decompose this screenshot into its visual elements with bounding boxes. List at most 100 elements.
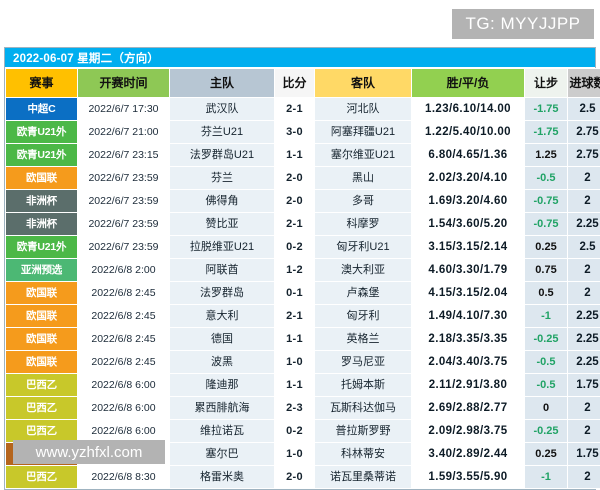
cell-away-team: 诺瓦里桑蒂诺 xyxy=(315,466,412,489)
column-header-goals[interactable]: 进球数 xyxy=(568,69,600,98)
column-header-league[interactable]: 赛事 xyxy=(6,69,78,98)
cell-score: 2-1 xyxy=(275,305,315,328)
cell-handicap: -1.75 xyxy=(525,98,568,121)
cell-total-goals: 2 xyxy=(568,167,600,190)
cell-handicap: 0.25 xyxy=(525,443,568,466)
cell-odds: 1.49/4.10/7.30 xyxy=(412,305,525,328)
cell-handicap: -0.25 xyxy=(525,328,568,351)
cell-score: 0-1 xyxy=(275,282,315,305)
site-watermark: www.yzhfxl.com xyxy=(13,440,165,464)
cell-league: 亚洲预选 xyxy=(6,259,78,282)
column-header-time[interactable]: 开赛时间 xyxy=(78,69,170,98)
cell-kickoff-time: 2022/6/7 23:15 xyxy=(78,144,170,167)
cell-home-team: 德国 xyxy=(170,328,275,351)
cell-league: 非洲杯 xyxy=(6,213,78,236)
cell-away-team: 瓦斯科达伽马 xyxy=(315,397,412,420)
cell-score: 2-0 xyxy=(275,190,315,213)
date-header-bar: 2022-06-07 星期二（方向） xyxy=(5,48,595,68)
cell-total-goals: 2.25 xyxy=(568,328,600,351)
cell-home-team: 芬兰 xyxy=(170,167,275,190)
cell-kickoff-time: 2022/6/8 6:00 xyxy=(78,397,170,420)
cell-total-goals: 2 xyxy=(568,397,600,420)
cell-odds: 3.15/3.15/2.14 xyxy=(412,236,525,259)
column-header-handicap[interactable]: 让步 xyxy=(525,69,568,98)
cell-total-goals: 1.75 xyxy=(568,374,600,397)
cell-handicap: 0.75 xyxy=(525,259,568,282)
cell-away-team: 塞尔维亚U21 xyxy=(315,144,412,167)
cell-total-goals: 2 xyxy=(568,420,600,443)
cell-home-team: 阿联酋 xyxy=(170,259,275,282)
cell-league: 中超C xyxy=(6,98,78,121)
cell-total-goals: 2.75 xyxy=(568,144,600,167)
cell-away-team: 罗马尼亚 xyxy=(315,351,412,374)
cell-odds: 3.40/2.89/2.44 xyxy=(412,443,525,466)
cell-league: 欧青U21外 xyxy=(6,236,78,259)
cell-odds: 2.04/3.40/3.75 xyxy=(412,351,525,374)
cell-odds: 2.09/2.98/3.75 xyxy=(412,420,525,443)
cell-handicap: -0.5 xyxy=(525,374,568,397)
cell-total-goals: 1.75 xyxy=(568,443,600,466)
cell-away-team: 多哥 xyxy=(315,190,412,213)
cell-handicap: -0.5 xyxy=(525,351,568,374)
cell-away-team: 匈牙利U21 xyxy=(315,236,412,259)
cell-league: 巴西乙 xyxy=(6,374,78,397)
cell-league: 欧国联 xyxy=(6,328,78,351)
cell-handicap: 1.25 xyxy=(525,144,568,167)
cell-league: 非洲杯 xyxy=(6,190,78,213)
cell-home-team: 隆迪那 xyxy=(170,374,275,397)
cell-handicap: -0.5 xyxy=(525,167,568,190)
column-header-odds[interactable]: 胜/平/负 xyxy=(412,69,525,98)
cell-away-team: 河北队 xyxy=(315,98,412,121)
cell-score: 1-1 xyxy=(275,144,315,167)
cell-home-team: 法罗群岛 xyxy=(170,282,275,305)
cell-home-team: 法罗群岛U21 xyxy=(170,144,275,167)
cell-score: 2-3 xyxy=(275,397,315,420)
cell-total-goals: 2 xyxy=(568,190,600,213)
cell-home-team: 塞尔巴 xyxy=(170,443,275,466)
cell-home-team: 格雷米奥 xyxy=(170,466,275,489)
cell-score: 1-1 xyxy=(275,374,315,397)
column-header-home[interactable]: 主队 xyxy=(170,69,275,98)
column-header-score[interactable]: 比分 xyxy=(275,69,315,98)
cell-home-team: 维拉诺瓦 xyxy=(170,420,275,443)
cell-score: 3-0 xyxy=(275,121,315,144)
cell-league: 欧青U21外 xyxy=(6,144,78,167)
cell-away-team: 卢森堡 xyxy=(315,282,412,305)
cell-score: 1-0 xyxy=(275,351,315,374)
cell-total-goals: 2.75 xyxy=(568,121,600,144)
cell-score: 1-1 xyxy=(275,328,315,351)
cell-total-goals: 2 xyxy=(568,282,600,305)
cell-score: 2-1 xyxy=(275,213,315,236)
cell-handicap: -1 xyxy=(525,305,568,328)
cell-odds: 2.02/3.20/4.10 xyxy=(412,167,525,190)
cell-kickoff-time: 2022/6/7 23:59 xyxy=(78,236,170,259)
cell-kickoff-time: 2022/6/8 2:45 xyxy=(78,351,170,374)
cell-odds: 1.54/3.60/5.20 xyxy=(412,213,525,236)
cell-score: 1-2 xyxy=(275,259,315,282)
column-header-away[interactable]: 客队 xyxy=(315,69,412,98)
cell-total-goals: 2.5 xyxy=(568,98,600,121)
cell-kickoff-time: 2022/6/8 2:45 xyxy=(78,282,170,305)
cell-score: 2-0 xyxy=(275,167,315,190)
cell-handicap: 0 xyxy=(525,397,568,420)
cell-total-goals: 2.25 xyxy=(568,305,600,328)
cell-away-team: 科林蒂安 xyxy=(315,443,412,466)
cell-kickoff-time: 2022/6/7 23:59 xyxy=(78,213,170,236)
cell-odds: 1.69/3.20/4.60 xyxy=(412,190,525,213)
cell-league: 欧国联 xyxy=(6,305,78,328)
